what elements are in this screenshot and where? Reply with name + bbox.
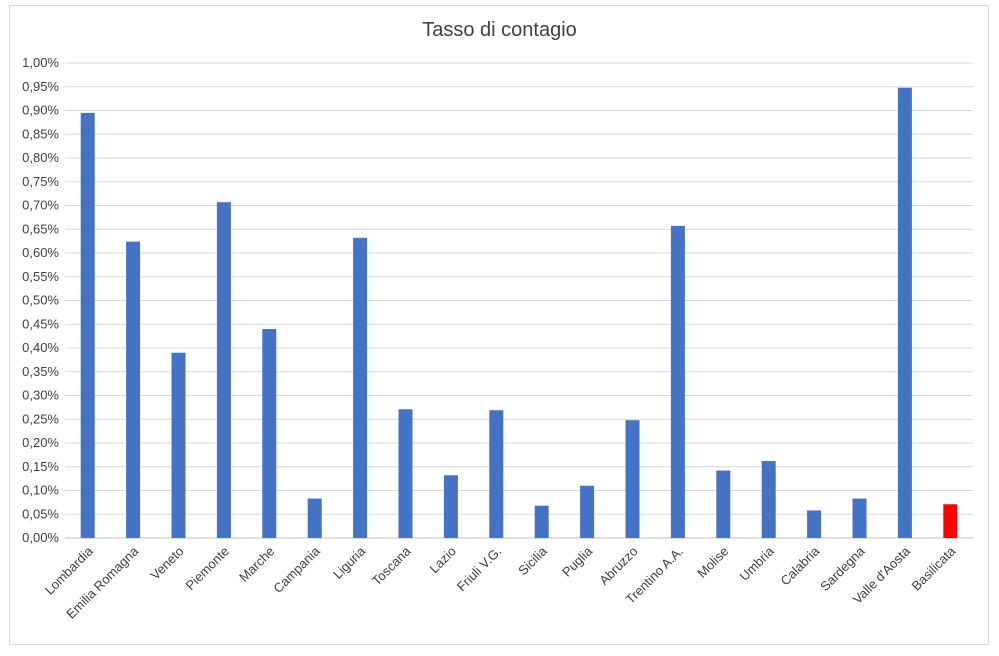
y-tick-label: 0,65%	[22, 221, 59, 236]
bar-puglia	[580, 485, 595, 538]
bar-lazio	[443, 475, 458, 538]
x-tick-label: Marche	[236, 544, 277, 585]
y-tick-label: 0,55%	[22, 269, 59, 284]
bar-lombardia	[80, 112, 95, 538]
bar-sardegna	[852, 498, 867, 538]
y-tick-label: 0,50%	[22, 293, 59, 308]
y-tick-label: 1,00%	[22, 55, 59, 70]
bar-molise	[716, 470, 731, 538]
bar-valle-d-aosta	[897, 87, 912, 538]
y-tick-label: 0,80%	[22, 150, 59, 165]
bar-friuli-v-g-	[489, 410, 504, 538]
bar-basilicata	[943, 504, 958, 538]
x-tick-label: Veneto	[147, 544, 186, 583]
x-tick-label: Toscana	[369, 543, 414, 588]
y-tick-label: 0,45%	[22, 316, 59, 331]
x-tick-label: Molise	[694, 544, 731, 581]
bar-emilia-romagna	[126, 241, 141, 538]
y-tick-label: 0,30%	[22, 388, 59, 403]
bar-calabria	[807, 510, 822, 538]
y-tick-label: 0,00%	[22, 530, 59, 545]
x-tick-label: Friuli V.G.	[454, 544, 505, 595]
bar-abruzzo	[625, 420, 640, 538]
y-tick-label: 0,40%	[22, 340, 59, 355]
y-tick-label: 0,15%	[22, 459, 59, 474]
x-tick-label: Umbria	[737, 543, 778, 584]
bar-piemonte	[216, 202, 231, 539]
x-tick-label: Lazio	[426, 544, 459, 577]
y-tick-label: 0,90%	[22, 103, 59, 118]
y-tick-label: 0,10%	[22, 483, 59, 498]
y-tick-label: 0,85%	[22, 126, 59, 141]
x-tick-label: Puglia	[559, 543, 596, 580]
bar-campania	[307, 498, 322, 538]
y-tick-label: 0,95%	[22, 79, 59, 94]
bar-toscana	[398, 409, 413, 538]
bar-veneto	[171, 352, 186, 538]
bar-sicilia	[534, 505, 549, 538]
y-tick-label: 0,25%	[22, 411, 59, 426]
y-tick-label: 0,05%	[22, 506, 59, 521]
bar-umbria	[761, 461, 776, 538]
x-tick-label: Sicilia	[515, 543, 550, 578]
bar-trentino-a-a-	[670, 225, 685, 539]
y-tick-label: 0,60%	[22, 245, 59, 260]
x-tick-label: Basilicata	[908, 543, 958, 593]
chart-title: Tasso di contagio	[422, 19, 577, 41]
bar-marche	[262, 329, 277, 538]
y-tick-label: 0,20%	[22, 435, 59, 450]
x-tick-label: Piemonte	[183, 544, 232, 593]
bar-liguria	[353, 237, 368, 539]
y-tick-label: 0,75%	[22, 174, 59, 189]
x-tick-label: Abruzzo	[596, 544, 640, 588]
x-tick-label: Liguria	[330, 543, 369, 582]
y-tick-label: 0,70%	[22, 198, 59, 213]
y-tick-label: 0,35%	[22, 364, 59, 379]
x-tick-label: Campania	[270, 543, 323, 596]
x-tick-label: Calabria	[777, 543, 822, 588]
